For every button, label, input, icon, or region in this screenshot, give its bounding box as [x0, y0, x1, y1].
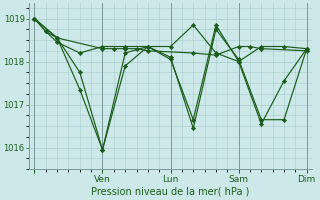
X-axis label: Pression niveau de la mer( hPa ): Pression niveau de la mer( hPa ) [92, 187, 250, 197]
